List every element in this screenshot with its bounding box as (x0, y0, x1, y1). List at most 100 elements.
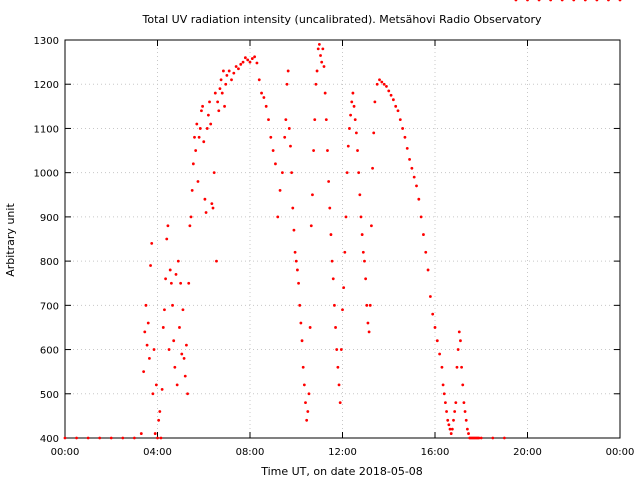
data-point (237, 67, 240, 71)
data-point (342, 286, 346, 290)
data-point (176, 259, 180, 263)
data-point (398, 118, 402, 121)
data-point (175, 383, 179, 387)
data-point (331, 277, 335, 281)
y-tick-label: 600 (40, 346, 59, 357)
data-point (75, 436, 78, 440)
data-point (145, 343, 149, 347)
data-point (301, 365, 305, 369)
data-point (168, 268, 172, 272)
data-point (367, 330, 371, 334)
data-point (382, 82, 386, 86)
data-point (195, 122, 199, 126)
data-point (305, 418, 309, 422)
data-point (188, 224, 192, 228)
data-point (464, 418, 468, 422)
data-point (164, 277, 167, 281)
y-tick-label: 1200 (34, 80, 59, 91)
data-point (333, 303, 336, 307)
data-point (194, 149, 198, 152)
data-point (389, 93, 393, 97)
data-point (583, 0, 587, 2)
data-point (450, 427, 454, 431)
data-point (146, 321, 150, 325)
data-point (428, 295, 432, 298)
data-point (323, 91, 327, 95)
data-point (300, 339, 304, 343)
data-point (391, 98, 395, 102)
data-point (354, 131, 358, 135)
data-point (302, 383, 306, 387)
data-point (166, 224, 170, 228)
data-point (373, 100, 377, 104)
y-tick-label: 500 (40, 390, 59, 401)
data-point (415, 184, 418, 188)
data-point (180, 352, 184, 356)
data-point (276, 215, 280, 219)
data-point (440, 365, 444, 369)
data-point (361, 250, 365, 254)
data-point (174, 272, 178, 276)
data-point (329, 233, 333, 236)
y-tick-label: 900 (40, 213, 59, 224)
data-point (285, 82, 289, 86)
data-point (283, 135, 287, 139)
data-point (319, 54, 322, 57)
data-point (243, 56, 247, 60)
data-point (219, 78, 223, 82)
data-point (171, 303, 174, 307)
data-point (148, 357, 151, 360)
data-point (337, 383, 341, 387)
data-point (109, 436, 113, 440)
data-point (274, 162, 277, 166)
data-point (456, 348, 460, 351)
data-point (424, 250, 428, 254)
data-point (549, 0, 553, 2)
data-point (455, 365, 459, 369)
data-point (477, 436, 481, 440)
data-point (185, 343, 188, 347)
data-point (306, 410, 310, 413)
data-point (491, 436, 495, 440)
data-point (121, 436, 125, 440)
grid-lines (65, 40, 620, 438)
data-point (227, 69, 231, 73)
data-point (412, 175, 416, 179)
data-point (465, 427, 469, 431)
data-point (313, 118, 317, 121)
data-point (324, 118, 328, 121)
data-point (223, 104, 226, 108)
data-point (316, 47, 320, 51)
data-point (479, 436, 483, 440)
data-point (289, 144, 292, 148)
data-point (217, 109, 221, 113)
data-point (210, 202, 214, 206)
data-point (353, 118, 357, 121)
data-point (438, 352, 442, 356)
data-point (344, 215, 348, 219)
data-point (201, 104, 204, 108)
data-point (356, 149, 359, 152)
data-point (269, 135, 273, 139)
data-point (189, 215, 193, 219)
data-point (328, 206, 332, 210)
data-point (422, 233, 425, 236)
data-point (330, 259, 334, 263)
data-point (351, 91, 355, 95)
data-point (151, 392, 155, 396)
data-point (537, 0, 541, 2)
data-point (187, 281, 191, 285)
data-point (212, 171, 216, 175)
data-point (186, 392, 189, 396)
data-point (264, 104, 268, 108)
data-point (149, 264, 152, 267)
data-point (304, 401, 307, 405)
data-point (211, 206, 215, 210)
data-point (248, 60, 252, 64)
data-point (526, 0, 529, 2)
data-point (163, 308, 166, 312)
data-point (449, 432, 453, 435)
x-tick-label: 00:00 (51, 447, 80, 458)
data-point (444, 401, 447, 405)
data-point (63, 436, 67, 440)
